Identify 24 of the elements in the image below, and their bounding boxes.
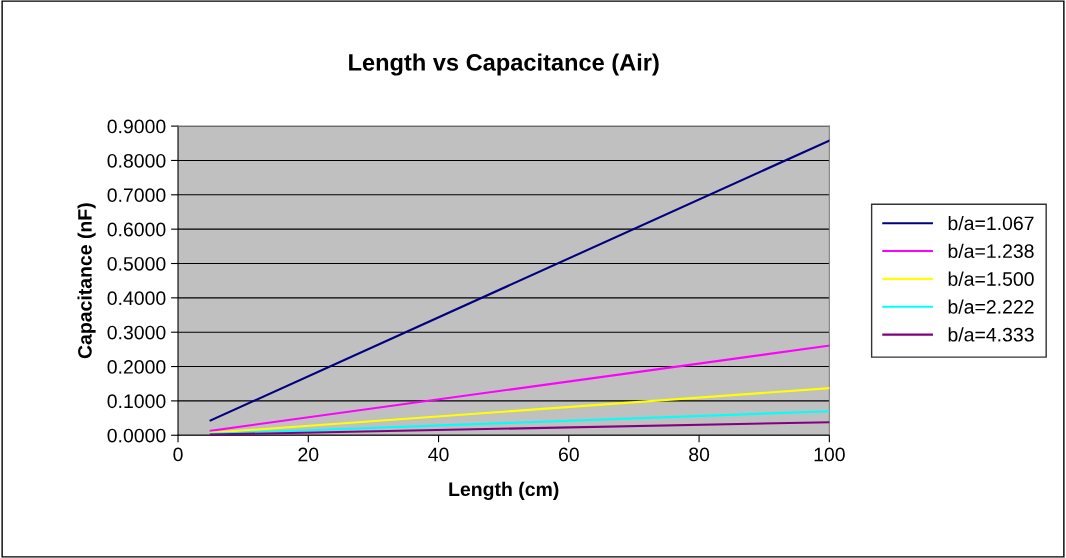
chart-title: Length vs Capacitance (Air) xyxy=(349,53,659,76)
y-tick-label: 0.6000 xyxy=(107,222,166,237)
y-tick-label: 0.1000 xyxy=(107,394,166,409)
x-tick-label: 80 xyxy=(689,447,710,462)
y-tick-label: 0.8000 xyxy=(107,153,166,168)
x-tick-label: 40 xyxy=(428,447,449,462)
y-tick-label: 0.4000 xyxy=(107,291,166,306)
y-tick-label: 0.3000 xyxy=(107,325,166,340)
x-tick-label: 0 xyxy=(173,447,183,462)
y-tick-label: 0.0000 xyxy=(107,428,166,443)
legend-label: b/a=4.333 xyxy=(948,327,1034,342)
y-axis-title: Capacitance (nF) xyxy=(77,203,96,359)
legend-label: b/a=1.500 xyxy=(948,271,1034,286)
y-tick-label: 0.5000 xyxy=(107,256,166,271)
y-tick-label: 0.2000 xyxy=(107,360,166,374)
legend-label: b/a=2.222 xyxy=(948,299,1034,314)
y-tick-label: 0.9000 xyxy=(107,119,166,134)
x-tick-label: 100 xyxy=(814,447,845,462)
y-tick-label: 0.7000 xyxy=(107,188,166,203)
x-axis-title: Length (cm) xyxy=(449,481,559,501)
x-tick-label: 20 xyxy=(298,447,319,462)
legend-label: b/a=1.238 xyxy=(948,243,1034,259)
x-tick-label: 60 xyxy=(558,447,579,462)
legend-label: b/a=1.067 xyxy=(948,215,1034,231)
